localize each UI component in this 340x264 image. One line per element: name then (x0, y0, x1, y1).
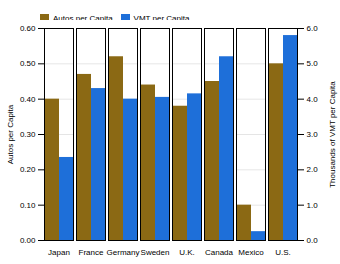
svg-text:0.00: 0.00 (20, 236, 36, 245)
svg-text:5.0: 5.0 (307, 59, 319, 68)
svg-text:Germany: Germany (107, 248, 140, 257)
svg-text:Japan: Japan (48, 248, 70, 257)
svg-text:0.20: 0.20 (20, 165, 36, 174)
svg-text:2.0: 2.0 (307, 165, 319, 174)
svg-text:U.S.: U.S. (275, 248, 291, 257)
svg-text:0.10: 0.10 (20, 201, 36, 210)
svg-text:Canada: Canada (205, 248, 234, 257)
svg-text:Mexico: Mexico (238, 248, 264, 257)
svg-text:3.0: 3.0 (307, 130, 319, 139)
html-text:Autos per Capita: Autos per Capita (53, 14, 113, 23)
svg-text:0.30: 0.30 (20, 130, 36, 139)
svg-text:6.0: 6.0 (307, 24, 319, 33)
svg-text:Sweden: Sweden (141, 248, 170, 257)
svg-text:Thousands of VMT per Capita: Thousands of VMT per Capita (328, 81, 337, 188)
svg-text:0.0: 0.0 (307, 236, 319, 245)
svg-text:Autos per Capita: Autos per Capita (6, 104, 15, 164)
svg-text:0.60: 0.60 (20, 24, 36, 33)
svg-text:1.0: 1.0 (307, 201, 319, 210)
svg-text:0.50: 0.50 (20, 59, 36, 68)
svg-text:France: France (79, 248, 104, 257)
svg-text:4.0: 4.0 (307, 95, 319, 104)
svg-text:U.K.: U.K. (179, 248, 195, 257)
html-text:VMT per Capita: VMT per Capita (133, 14, 190, 23)
svg-text:0.40: 0.40 (20, 95, 36, 104)
